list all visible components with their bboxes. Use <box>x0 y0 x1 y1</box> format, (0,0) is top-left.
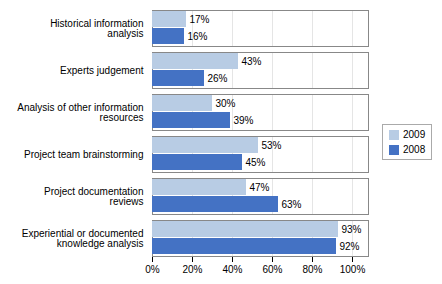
svg-text:39%: 39% <box>234 115 254 126</box>
svg-text:93%: 93% <box>342 224 362 235</box>
svg-text:92%: 92% <box>340 241 360 252</box>
svg-text:100%: 100% <box>340 264 366 275</box>
svg-text:20%: 20% <box>182 264 202 275</box>
svg-text:Project team brainstorming: Project team brainstorming <box>24 149 144 160</box>
svg-text:47%: 47% <box>250 182 270 193</box>
svg-text:Analysis of other informationr: Analysis of other informationresources <box>17 102 143 123</box>
svg-text:Project documentationreviews: Project documentationreviews <box>44 186 144 207</box>
svg-text:16%: 16% <box>188 31 208 42</box>
svg-text:45%: 45% <box>246 157 266 168</box>
html-text:2009: 2009 <box>403 129 426 140</box>
svg-text:0%: 0% <box>145 264 160 275</box>
svg-text:53%: 53% <box>262 140 282 151</box>
svg-text:Historical informationanalysis: Historical informationanalysis <box>50 18 143 39</box>
svg-text:40%: 40% <box>222 264 242 275</box>
svg-text:80%: 80% <box>302 264 322 275</box>
svg-text:30%: 30% <box>216 98 236 109</box>
svg-text:60%: 60% <box>262 264 282 275</box>
svg-text:Experiential or documentedknow: Experiential or documentedknowledge anal… <box>22 228 144 249</box>
svg-text:26%: 26% <box>208 73 228 84</box>
svg-text:Experts judgement: Experts judgement <box>60 65 144 76</box>
svg-text:17%: 17% <box>190 14 210 25</box>
svg-text:43%: 43% <box>242 56 262 67</box>
svg-text:63%: 63% <box>282 199 302 210</box>
html-text:2008: 2008 <box>403 144 426 155</box>
